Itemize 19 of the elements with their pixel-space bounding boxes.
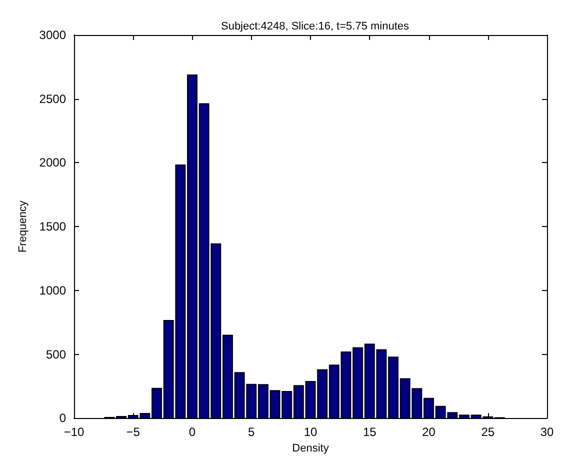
x-tick-label: −10 [64,425,84,440]
x-tick-label: −5 [126,425,140,440]
x-tick-label: 20 [422,425,436,440]
x-tick-label: 0 [188,425,196,440]
x-axis-title: Density [292,442,330,454]
chart-title: Subject:4248, Slice:16, t=5.75 minutes [220,20,410,32]
x-tick-label: 25 [481,425,495,440]
y-tick-label: 500 [46,347,66,362]
x-tick-label: 15 [362,425,377,440]
x-tick-label: 30 [540,425,554,440]
y-tick-label: 1500 [39,220,66,234]
y-tick-label: 3000 [39,28,66,42]
x-tick-label: 10 [304,425,318,440]
y-axis-title: Frequency [16,200,29,253]
y-tick-label: 2000 [39,156,66,170]
y-tick-label: 1000 [39,283,66,298]
y-tick-label: 0 [59,411,66,426]
x-tick-label: 5 [248,425,256,440]
y-tick-label: 2500 [39,92,66,106]
